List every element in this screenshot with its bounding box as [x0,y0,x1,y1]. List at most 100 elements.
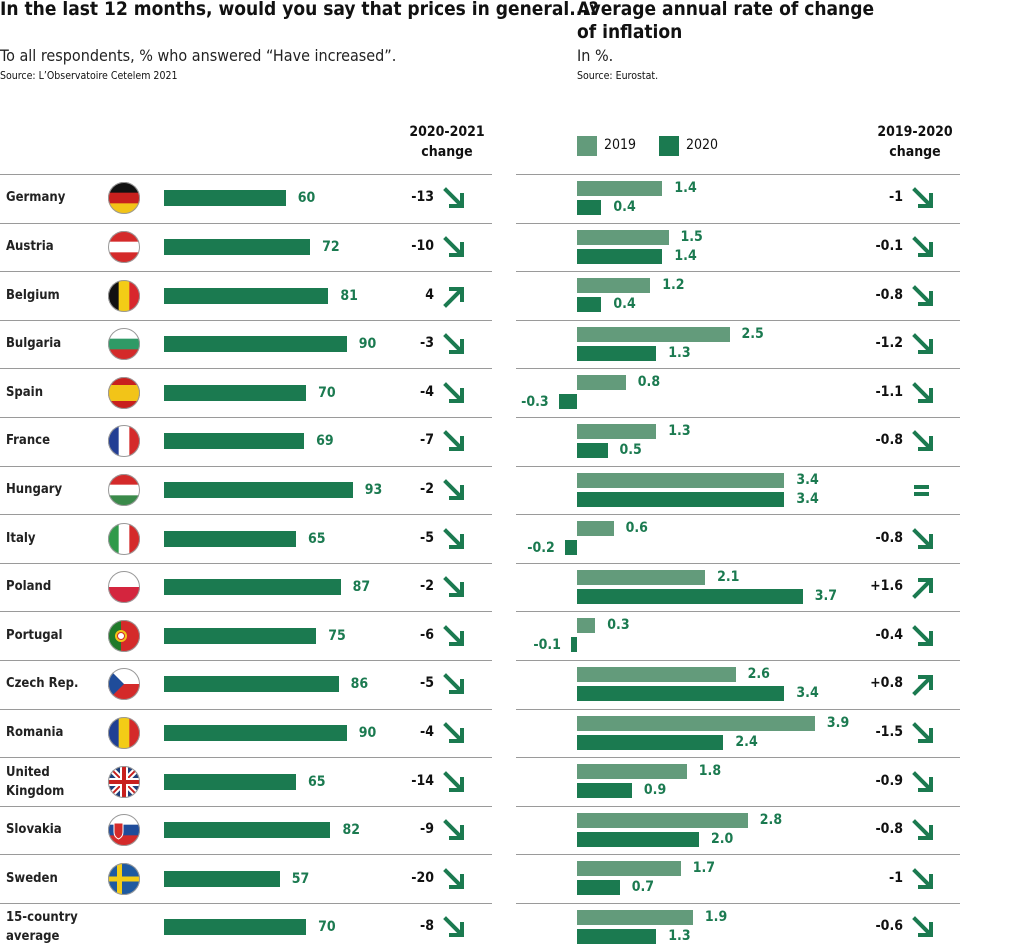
survey-change: -2 [420,578,434,595]
inflation-bar-2019 [577,472,785,488]
inflation-bar-2019 [577,910,693,925]
arrow-down-icon [912,770,933,792]
flag-hungary-icon [108,473,140,506]
row-divider [0,611,492,613]
inflation-change: -0.1 [875,237,903,254]
arrow-up-icon [443,286,464,308]
arrow-down-icon [443,624,464,646]
legend-label-2020: 2020 [686,137,719,153]
arrow-down-icon [443,770,464,792]
inflation-change: -1.5 [875,723,903,740]
inflation-bar-2020 [564,540,577,556]
inflation-bar-2020 [577,686,785,701]
arrow-down-icon [443,916,464,938]
inflation-bar-2019 [577,569,706,585]
row-divider [516,417,960,418]
row-divider [516,514,960,516]
inflation-value-2020: 0.9 [643,782,667,799]
flag-poland-icon [108,571,140,604]
survey-value: 69 [316,433,334,450]
inflation-bar-2019 [577,375,626,391]
flag-bulgaria-icon [108,328,140,361]
arrow-down-icon [912,527,933,549]
inflation-value-2019: 1.9 [704,909,728,925]
inflation-value-2019: 0.8 [637,374,661,391]
inflation-bar-2019 [577,618,596,634]
survey-bar [164,676,339,693]
flag-austria-icon [108,230,140,263]
row-divider [516,854,960,856]
inflation-value-2020: 3.7 [814,587,837,604]
flag-belgium-icon [108,279,140,312]
survey-bar [164,773,296,790]
arrow-down-icon [443,527,464,549]
row-divider [0,562,492,564]
inflation-change: +0.8 [870,675,903,692]
inflation-value-2019: 2.6 [747,666,770,682]
country-label: Sweden [6,870,58,886]
inflation-bar-2020 [577,929,657,944]
country-label: Spain [6,384,44,400]
country-label: Germany [6,190,66,206]
left-change-header: 2020-2021 change [409,124,485,160]
legend-swatch-2020 [659,136,679,156]
survey-value: 93 [364,481,383,498]
inflation-value-2020: 2.0 [711,830,734,847]
arrow-down-icon [912,867,933,889]
survey-change: -2 [420,480,434,497]
inflation-value-2019: 2.1 [717,568,740,585]
inflation-change: -1.2 [875,335,903,352]
survey-bar [164,579,341,596]
right-change-header: 2019-2020 change [877,124,953,160]
right-subtitle: In %. [577,46,614,65]
row-divider [0,660,492,661]
left-title: In the last 12 months, would you say tha… [0,0,599,20]
survey-change: -13 [411,189,434,206]
row-divider [0,514,492,516]
survey-bar [164,530,296,547]
survey-bar [164,433,305,450]
survey-value: 82 [342,822,360,839]
inflation-bar-2019 [577,861,681,877]
right-source: Source: Eurostat. [577,70,659,82]
inflation-value-2019: 3.9 [826,714,850,731]
inflation-bar-2020 [577,880,620,896]
country-label: Austria [6,238,54,254]
inflation-bar-2020 [577,831,699,847]
inflation-value-2019: 2.8 [759,811,783,828]
right-title: Average annual rate of change of inflati… [577,0,875,43]
survey-value: 60 [297,190,316,207]
inflation-change: -1 [889,189,903,206]
country-label: Romania [6,724,64,740]
flag-romania-icon [108,716,140,749]
row-divider [516,319,960,321]
inflation-bar-2020 [577,443,608,458]
inflation-bar-2019 [577,667,736,682]
inflation-bar-2019 [577,326,730,342]
inflation-bar-2019 [577,764,687,780]
row-divider [0,854,492,856]
inflation-bar-2019 [577,229,669,245]
inflation-value-2019: 1.7 [692,860,715,877]
inflation-change: -0.8 [875,821,903,838]
arrow-down-icon [912,916,933,938]
inflation-value-2020: 0.7 [631,879,654,896]
inflation-value-2020: 2.4 [735,733,758,750]
inflation-change: -0.8 [875,529,903,546]
row-divider [0,757,492,759]
flag-portugal-icon [108,619,140,652]
inflation-bar-2020 [570,637,577,653]
survey-change: -4 [420,723,434,740]
row-divider [0,465,492,467]
flag-france-icon [108,425,140,458]
arrow-down-icon [912,236,933,257]
flag-slovakia-icon [108,814,140,847]
inflation-change: -1.1 [875,383,903,400]
row-divider [516,271,960,273]
inflation-value-2020: 1.4 [674,247,697,264]
survey-bar [164,190,286,207]
row-divider [0,805,492,807]
left-source: Source: L’Observatoire Cetelem 2021 [0,70,178,82]
inflation-change: +1.6 [870,578,903,595]
row-divider [516,660,960,661]
